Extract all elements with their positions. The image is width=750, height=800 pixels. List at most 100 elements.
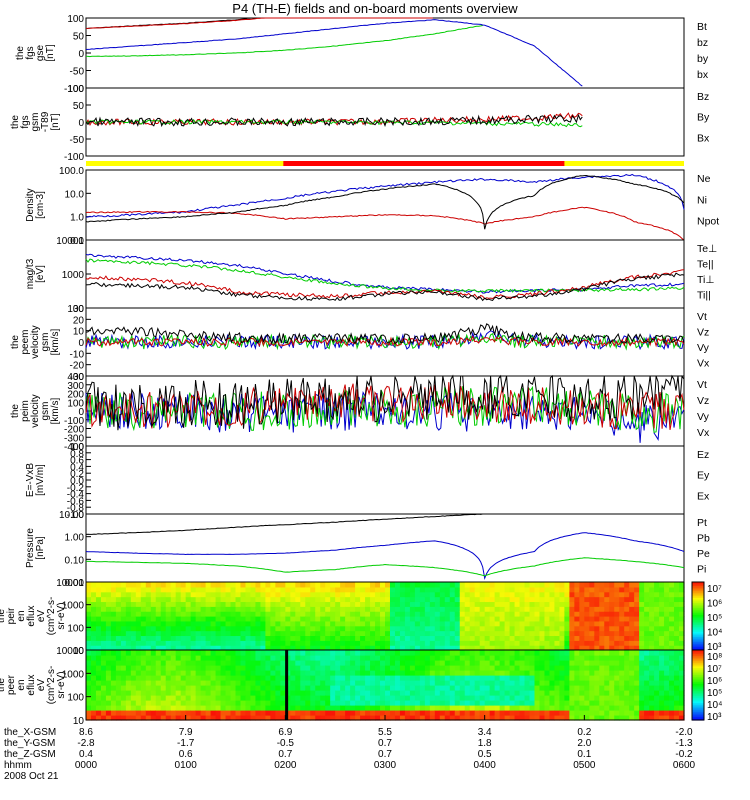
- spec-cell: [255, 650, 262, 656]
- spec-cell: [230, 675, 237, 681]
- spec-cell: [649, 695, 655, 701]
- spec-cell: [569, 705, 575, 711]
- spec-cell: [335, 675, 341, 681]
- spec-cell: [340, 680, 346, 686]
- spec-cell: [624, 606, 630, 612]
- spec-cell: [265, 586, 271, 593]
- spec-cell: [584, 582, 590, 588]
- spec-cell: [404, 616, 411, 622]
- spec-cell: [340, 705, 346, 711]
- spec-cell: [444, 680, 451, 686]
- spec-cell: [385, 640, 391, 646]
- spec-cell: [170, 710, 177, 716]
- spec-cell: [479, 665, 486, 671]
- spec-cell: [419, 586, 426, 593]
- spec-cell: [120, 715, 127, 721]
- spec-cell: [86, 611, 92, 617]
- spec-cell: [429, 710, 436, 716]
- spec-cell: [305, 715, 311, 721]
- spec-cell: [110, 690, 117, 696]
- spec-cell: [544, 606, 551, 612]
- spec-cell: [404, 705, 411, 711]
- spec-cell: [105, 620, 112, 627]
- spec-cell: [370, 586, 376, 593]
- spec-cell: [325, 715, 331, 721]
- spec-cell: [394, 700, 401, 706]
- spec-cell: [489, 625, 496, 632]
- spec-cell: [240, 680, 247, 686]
- spec-cell: [409, 640, 416, 646]
- spec-cell: [190, 710, 197, 716]
- spec-cell: [125, 601, 132, 607]
- spec-cell: [499, 670, 506, 676]
- spec-cell: [599, 715, 605, 721]
- spec-cell: [220, 620, 227, 627]
- spec-cell: [579, 695, 585, 701]
- spec-cell: [285, 606, 291, 612]
- spec-cell: [399, 675, 406, 681]
- spec-cell: [380, 685, 386, 691]
- spec-cell: [315, 685, 321, 691]
- spec-cell: [105, 695, 112, 701]
- spec-cell: [529, 630, 536, 637]
- spec-cell: [170, 690, 177, 696]
- spec-cell: [100, 705, 107, 711]
- colorbar-cell: [692, 626, 704, 629]
- spec-cell: [215, 591, 222, 598]
- spec-cell: [360, 645, 366, 651]
- spec-cell: [355, 635, 361, 641]
- spec-cell: [295, 630, 301, 637]
- spec-cell: [479, 630, 486, 637]
- spec-cell: [414, 700, 421, 706]
- spec-cell: [205, 625, 212, 632]
- spec-cell: [270, 700, 276, 706]
- colorbar-label: 10⁸: [707, 652, 722, 663]
- spec-cell: [375, 685, 381, 691]
- spec-cell: [115, 695, 122, 701]
- spec-cell: [345, 685, 351, 691]
- spec-cell: [509, 710, 516, 716]
- spec-cell: [305, 655, 311, 661]
- spec-cell: [439, 630, 446, 637]
- spec-cell: [155, 700, 162, 706]
- spec-cell: [295, 611, 301, 617]
- spec-cell: [285, 582, 291, 588]
- spec-cell: [105, 660, 112, 666]
- spec-cell: [614, 660, 620, 666]
- spec-cell: [380, 582, 386, 588]
- y-tick-label: 1000: [62, 270, 85, 281]
- spec-cell: [260, 655, 266, 661]
- spec-cell: [140, 685, 147, 691]
- spec-cell: [305, 700, 311, 706]
- spec-cell: [499, 715, 506, 721]
- spec-cell: [394, 591, 401, 598]
- spec-cell: [140, 591, 147, 598]
- spec-cell: [175, 606, 182, 612]
- spec-cell: [350, 680, 356, 686]
- spec-cell: [105, 655, 112, 661]
- spec-cell: [155, 586, 162, 593]
- spec-cell: [185, 690, 192, 696]
- y-axis-label: [nT]: [45, 44, 56, 61]
- colorbar-cell: [692, 690, 704, 693]
- spec-cell: [474, 606, 481, 612]
- spec-cell: [444, 710, 451, 716]
- spec-cell: [100, 665, 107, 671]
- spec-cell: [190, 611, 197, 617]
- spec-cell: [549, 685, 556, 691]
- spec-cell: [220, 611, 227, 617]
- spec-cell: [439, 715, 446, 721]
- spec-cell: [90, 710, 97, 716]
- spec-cell: [335, 665, 341, 671]
- spec-cell: [350, 700, 356, 706]
- spec-cell: [414, 710, 421, 716]
- spec-cell: [295, 640, 301, 646]
- spec-cell: [190, 635, 197, 641]
- spec-cell: [389, 695, 396, 701]
- spec-cell: [649, 645, 655, 651]
- spec-cell: [290, 690, 296, 696]
- spec-cell: [300, 582, 306, 588]
- x-row-label: hhmm: [4, 760, 32, 771]
- spec-cell: [190, 596, 197, 603]
